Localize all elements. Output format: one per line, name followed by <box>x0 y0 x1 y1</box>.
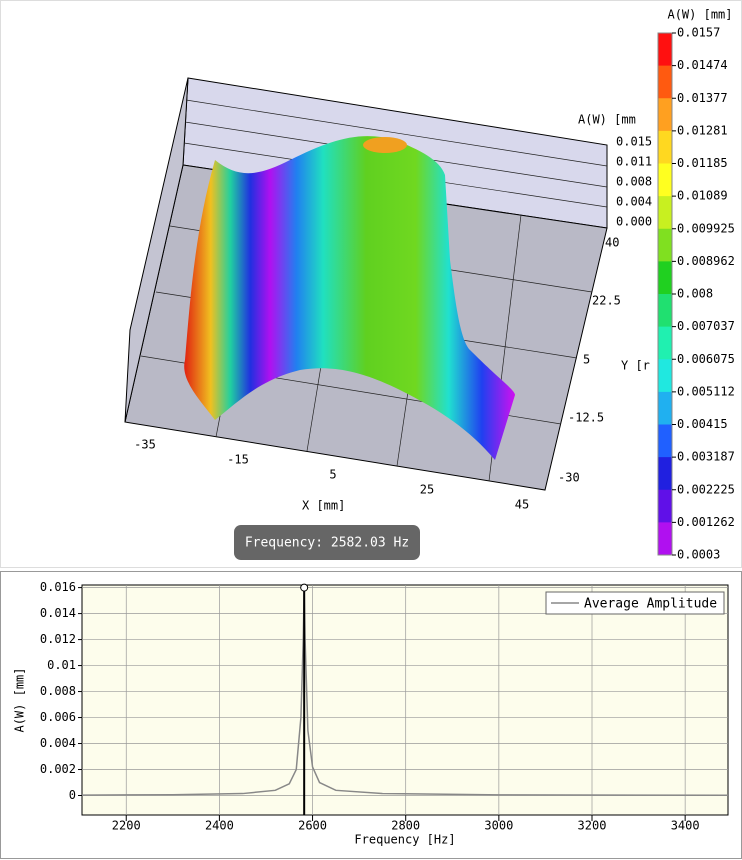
x-tick-label: 5 <box>329 468 336 482</box>
frequency-badge-text: Frequency: 2582.03 Hz <box>245 536 409 551</box>
y-tick-label: 0.01 <box>47 658 76 672</box>
y-tick-label: 22.5 <box>592 294 621 308</box>
frequency-badge <box>234 525 420 560</box>
colorbar-band <box>658 522 672 556</box>
colorbar-band <box>658 391 672 425</box>
colorbar-label: 0.005112 <box>677 384 735 398</box>
z-axis-label: A(W) [mm <box>578 113 636 127</box>
colorbar-band <box>658 228 672 262</box>
colorbar-label: 0.009925 <box>677 221 735 235</box>
x-tick-label: 3000 <box>484 819 513 833</box>
colorbar-band <box>658 33 672 67</box>
x-tick-label: 2800 <box>391 819 420 833</box>
z-tick-label: 0.015 <box>616 135 652 149</box>
colorbar-band <box>658 457 672 491</box>
y-tick-label: 0.014 <box>40 606 76 620</box>
plot: 0 0.002 0.004 0.006 0.008 0.01 0.012 0.014 0.016… <box>40 580 729 833</box>
legend-box <box>545 591 725 615</box>
x-tick-label: 45 <box>515 498 529 512</box>
colorbar-band <box>658 424 672 458</box>
x-tick-label: 2200 <box>112 819 141 833</box>
colorbar-label: 0.01185 <box>677 156 728 170</box>
x-tick-label: 3400 <box>671 819 700 833</box>
y-tick-label: 0.012 <box>40 632 76 646</box>
colorbar-label: 0.002225 <box>677 482 735 496</box>
legend-label: Average Amplitude <box>584 597 717 612</box>
x-tick-label: 3200 <box>578 819 607 833</box>
colorbar-band <box>658 65 672 99</box>
y-tick-label: -30 <box>558 471 580 485</box>
z-tick-label: 0.008 <box>616 175 652 189</box>
colorbar-label: 0.007037 <box>677 319 735 333</box>
surface-peak <box>363 137 407 153</box>
y-tick-label: 0 <box>69 788 76 802</box>
colorbar-label: 0.01281 <box>677 123 728 137</box>
x-axis-title: Frequency [Hz] <box>354 833 455 847</box>
x-tick-label: 2600 <box>298 819 327 833</box>
y-tick-label: 5 <box>583 353 590 367</box>
x-tick-label: 2400 <box>205 819 234 833</box>
colorbar-band <box>658 489 672 523</box>
y-tick-label: 0.016 <box>40 580 76 594</box>
colorbar-label: 0.008962 <box>677 254 735 268</box>
x-tick-label: -35 <box>134 438 156 452</box>
z-tick-label: 0.004 <box>616 195 652 209</box>
y-tick-label: 0.006 <box>40 710 76 724</box>
x-tick-label: -15 <box>227 453 249 467</box>
y-tick-label: 0.002 <box>40 762 76 776</box>
colorbar-band <box>658 98 672 132</box>
colorbar-title: A(W) [mm] <box>667 8 732 22</box>
colorbar-band <box>658 359 672 393</box>
peak-marker <box>300 583 309 592</box>
side-wall <box>124 77 189 423</box>
colorbar-band <box>658 196 672 230</box>
y-tick-label: -12.5 <box>568 411 604 425</box>
colorbar-label: 0.01377 <box>677 91 728 105</box>
colorbar-label: 0.006075 <box>677 352 735 366</box>
colorbar-label: 0.01089 <box>677 189 728 203</box>
surface <box>184 136 515 460</box>
x-tick-label: 25 <box>420 483 434 497</box>
z-tick-label: 0.011 <box>616 155 652 169</box>
x-axis-label: X [mm] <box>302 499 345 513</box>
y-axis-label: Y [r <box>621 359 650 373</box>
colorbar-label: 0.00415 <box>677 417 728 431</box>
colorbar-label: 0.01474 <box>677 58 728 72</box>
y-tick-label: 40 <box>605 236 619 250</box>
colorbar-label: 0.001262 <box>677 515 735 529</box>
y-axis-title: A(W) [mm] <box>13 667 27 732</box>
colorbar-band <box>658 163 672 197</box>
y-tick-label: 0.008 <box>40 684 76 698</box>
plot-area <box>81 584 729 816</box>
colorbar-label: 0.0003 <box>677 548 720 562</box>
3d-box <box>124 77 608 491</box>
colorbar-band <box>658 130 672 164</box>
colorbar-label: 0.003187 <box>677 450 735 464</box>
colorbar-label: 0.008 <box>677 287 713 301</box>
colorbar-band <box>658 326 672 360</box>
z-tick-label: 0.000 <box>616 215 652 229</box>
colorbar-band <box>658 294 672 328</box>
y-tick-label: 0.004 <box>40 736 76 750</box>
colorbar-label: 0.0157 <box>677 26 720 40</box>
colorbar-band <box>658 261 672 295</box>
